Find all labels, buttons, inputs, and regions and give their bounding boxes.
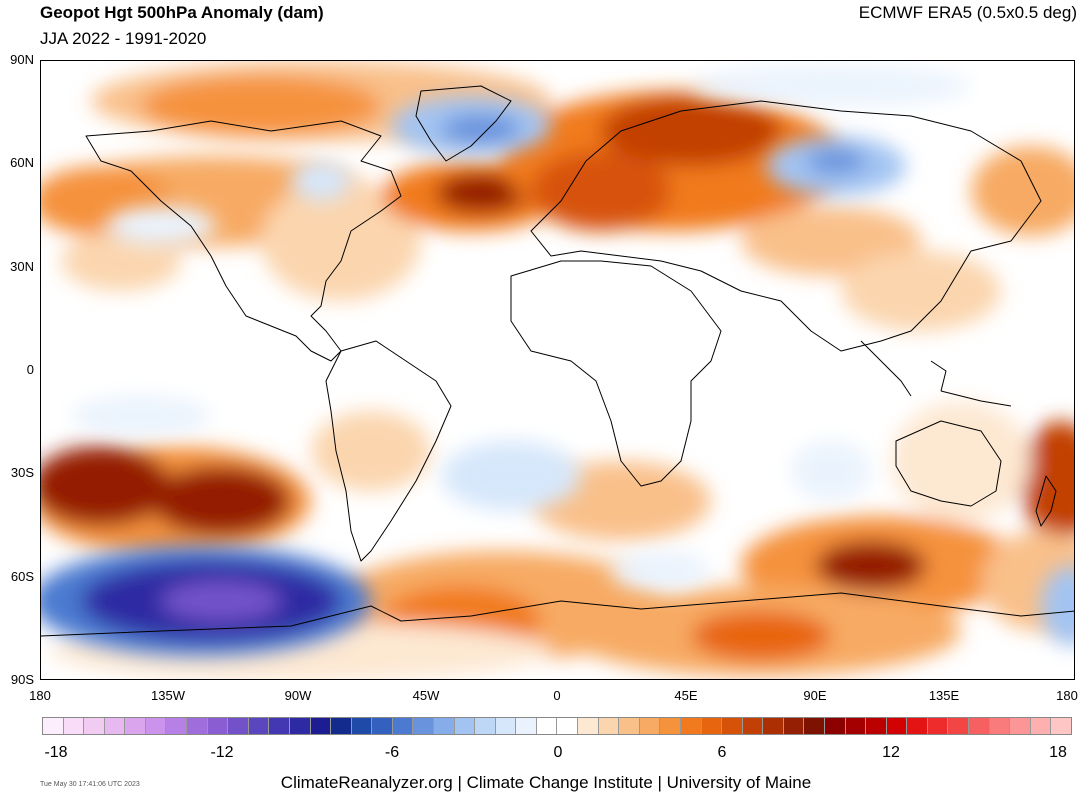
anomaly-map-svg	[41, 61, 1074, 679]
lon-label-90e: 90E	[803, 688, 827, 703]
colorbar-swatch	[228, 718, 249, 734]
colorbar-swatch	[475, 718, 496, 734]
colorbar-swatch	[886, 718, 908, 734]
lon-label-180e: 180	[1056, 688, 1078, 703]
colorbar-swatch	[392, 718, 414, 734]
colorbar-label-neg18: -18	[44, 744, 68, 761]
colorbar-swatch	[557, 718, 579, 734]
colorbar-swatch	[722, 718, 743, 734]
colorbar-swatch	[372, 718, 393, 734]
map-title: Geopot Hgt 500hPa Anomaly (dam)	[40, 3, 324, 22]
colorbar-swatch	[536, 718, 558, 734]
south-america-outline	[325, 340, 452, 562]
colorbar-swatch	[516, 718, 537, 734]
generation-timestamp: Tue May 30 17:41:06 UTC 2023	[40, 781, 140, 788]
coastlines	[41, 85, 1074, 637]
new-zealand-outline	[1035, 475, 1057, 527]
southeast-asia-outline	[860, 340, 1012, 407]
lon-label-0: 0	[553, 688, 561, 703]
colorbar-label-neg6: -6	[384, 744, 400, 761]
colorbar-swatch	[639, 718, 661, 734]
colorbar-swatch	[331, 718, 352, 734]
colorbar-swatch	[927, 718, 949, 734]
lat-label-90s: 90S	[10, 672, 34, 687]
colorbar-swatch	[619, 718, 640, 734]
negative-anomaly-field	[41, 66, 1074, 656]
lat-label-90n: 90N	[10, 52, 34, 67]
colorbar-swatch	[433, 718, 455, 734]
colorbar-swatch	[948, 718, 970, 734]
colorbar-swatch	[145, 718, 167, 734]
lat-label-30n: 30N	[10, 259, 34, 274]
anomaly-map	[40, 60, 1075, 680]
colorbar-swatch	[660, 718, 681, 734]
lon-label-180w: 180	[29, 688, 51, 703]
colorbar-swatch	[104, 718, 126, 734]
colorbar-swatch	[824, 718, 846, 734]
lat-label-60s: 60S	[10, 569, 34, 584]
colorbar-swatch	[845, 718, 867, 734]
colorbar-swatch	[907, 718, 928, 734]
colorbar-swatch	[166, 718, 188, 734]
colorbar-swatch	[413, 718, 434, 734]
data-source: ECMWF ERA5 (0.5x0.5 deg)	[858, 3, 1077, 22]
lat-label-60n: 60N	[10, 155, 34, 170]
colorbar-swatch	[63, 718, 85, 734]
lat-label-equator: 0	[26, 362, 34, 377]
lon-label-135w: 135W	[151, 688, 185, 703]
positive-anomaly-field	[41, 61, 1074, 679]
colorbar-swatch	[187, 718, 208, 734]
colorbar-swatch	[783, 718, 805, 734]
antarctica-outline	[41, 592, 1074, 637]
colorbar-label-12: 12	[882, 744, 900, 761]
credits-footer: ClimateReanalyzer.org | Climate Change I…	[280, 773, 812, 792]
colorbar-label-0: 0	[553, 744, 563, 761]
colorbar-swatch	[43, 718, 64, 734]
colorbar-swatch	[351, 718, 373, 734]
colorbar-swatch	[701, 718, 723, 734]
colorbar-swatch	[125, 718, 146, 734]
map-subtitle: JJA 2022 - 1991-2020	[40, 29, 207, 48]
colorbar-swatch	[1010, 718, 1031, 734]
colorbar-swatch	[763, 718, 784, 734]
colorbar-label-neg12: -12	[210, 744, 234, 761]
colorbar-swatch	[804, 718, 825, 734]
colorbar-swatch	[989, 718, 1011, 734]
colorbar-swatch	[84, 718, 105, 734]
lon-label-135e: 135E	[928, 688, 960, 703]
colorbar-swatch	[1051, 718, 1071, 734]
colorbar-swatch	[289, 718, 311, 734]
colorbar-swatch	[969, 718, 990, 734]
australia-outline	[895, 420, 1002, 507]
colorbar-swatch	[680, 718, 702, 734]
africa-outline	[510, 260, 722, 487]
colorbar-swatch	[248, 718, 270, 734]
colorbar-swatch	[866, 718, 887, 734]
colorbar-swatch	[1030, 718, 1052, 734]
colorbar-swatch	[269, 718, 290, 734]
colorbar-swatch	[495, 718, 517, 734]
colorbar-swatch	[207, 718, 229, 734]
colorbar-swatch	[578, 718, 599, 734]
lon-label-90w: 90W	[284, 688, 312, 703]
lon-label-45e: 45E	[674, 688, 698, 703]
colorbar-label-6: 6	[717, 744, 727, 761]
north-america-outline	[85, 120, 402, 362]
europe-asia-outline	[530, 100, 1042, 352]
greenland-outline	[415, 85, 512, 162]
colorbar-swatch	[454, 718, 476, 734]
colorbar-swatch	[742, 718, 764, 734]
colorbar-label-18: 18	[1049, 744, 1067, 761]
lat-label-30s: 30S	[10, 465, 34, 480]
lon-label-45w: 45W	[412, 688, 440, 703]
colorbar-swatch	[310, 718, 332, 734]
colorbar-swatch	[598, 718, 620, 734]
colorbar	[42, 717, 1072, 735]
